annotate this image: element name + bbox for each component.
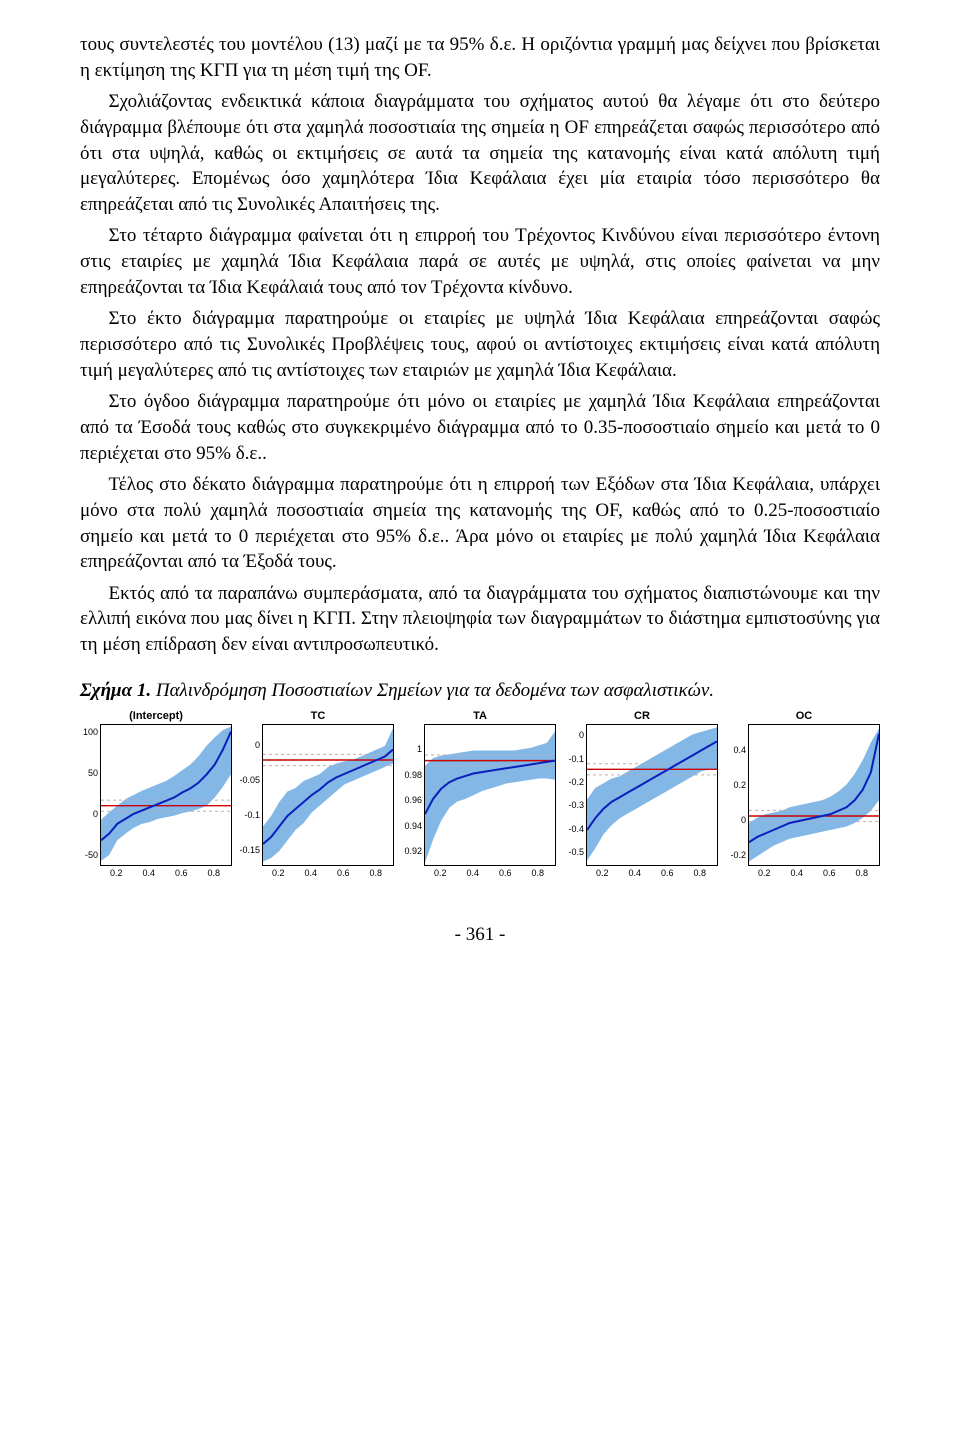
panel-title: TC	[242, 710, 394, 722]
x-tick-label: 0.6	[823, 868, 836, 878]
y-tick-label: 0.2	[733, 780, 746, 790]
panel-title: CR	[566, 710, 718, 722]
chart-panels: (Intercept)-500501000.20.40.60.8TC-0.15-…	[80, 710, 880, 882]
y-tick-label: 0	[579, 730, 584, 740]
y-tick-label: 0.96	[404, 795, 422, 805]
x-axis: 0.2 0.4 0.6 0.8	[728, 866, 880, 882]
y-tick-label: -50	[85, 850, 98, 860]
x-tick-label: 0.6	[499, 868, 512, 878]
x-tick-label: 0.8	[855, 868, 868, 878]
plot-svg	[425, 725, 555, 865]
x-tick-label: 0.6	[337, 868, 350, 878]
x-tick-label: 0.4	[142, 868, 155, 878]
y-tick-label: -0.2	[568, 777, 584, 787]
x-tick-label: 0.2	[434, 868, 447, 878]
plot-area	[748, 724, 880, 866]
y-tick-label: 0	[741, 815, 746, 825]
para-1: τους συντελεστές του μοντέλου (13) μαζί …	[80, 32, 880, 83]
chart-panel: OC -0.2 0 0.2 0.4 0.2 0.4 0.6 0.8	[728, 710, 880, 882]
x-tick-label: 0.8	[531, 868, 544, 878]
y-axis: -50 0 50 100	[80, 724, 100, 866]
y-tick-label: -0.05	[239, 775, 260, 785]
y-tick-label: 100	[83, 727, 98, 737]
para-2: Σχολιάζοντας ενδεικτικά κάποια διαγράμμα…	[80, 89, 880, 217]
x-tick-label: 0.6	[175, 868, 188, 878]
y-tick-label: -0.15	[239, 845, 260, 855]
figure-label: Σχήμα 1.	[80, 680, 151, 701]
para-4: Στο έκτο διάγραμμα παρατηρούμε οι εταιρί…	[80, 306, 880, 383]
para-5: Στο όγδοο διάγραμμα παρατηρούμε ότι μόνο…	[80, 389, 880, 466]
y-tick-label: 0.98	[404, 770, 422, 780]
y-tick-label: 0	[255, 740, 260, 750]
page-number: - 361 -	[80, 924, 880, 946]
plot-svg	[101, 725, 231, 865]
y-tick-label: -0.1	[568, 754, 584, 764]
plot-svg	[263, 725, 393, 865]
plot-area	[262, 724, 394, 866]
y-tick-label: 50	[88, 768, 98, 778]
figure-caption: Σχήμα 1. Παλινδρόμηση Ποσοστιαίων Σημείω…	[80, 680, 880, 702]
y-axis: -0.2 0 0.2 0.4	[728, 724, 748, 866]
chart-panel: TC -0.15 -0.1 -0.05 0 0.2 0.4 0.6 0.8	[242, 710, 394, 882]
figure-caption-text: Παλινδρόμηση Ποσοστιαίων Σημείων για τα …	[151, 680, 714, 701]
y-tick-label: -0.3	[568, 800, 584, 810]
x-tick-label: 0.4	[466, 868, 479, 878]
y-tick-label: -0.2	[730, 850, 746, 860]
x-tick-label: 0.4	[304, 868, 317, 878]
x-axis: 0.2 0.4 0.6 0.8	[242, 866, 394, 882]
y-tick-label: 0.4	[733, 745, 746, 755]
para-7: Εκτός από τα παραπάνω συμπεράσματα, από …	[80, 581, 880, 658]
y-tick-label: 0.92	[404, 846, 422, 856]
x-axis: 0.2 0.4 0.6 0.8	[80, 866, 232, 882]
panel-title: (Intercept)	[80, 710, 232, 722]
y-axis: -0.5 -0.4 -0.3 -0.2 -0.1 0	[566, 724, 586, 866]
x-tick-label: 0.2	[758, 868, 771, 878]
para-3: Στο τέταρτο διάγραμμα φαίνεται ότι η επι…	[80, 223, 880, 300]
panel-title: OC	[728, 710, 880, 722]
x-tick-label: 0.2	[596, 868, 609, 878]
x-tick-label: 0.8	[369, 868, 382, 878]
y-axis: 0.92 0.94 0.96 0.98 1	[404, 724, 424, 866]
chart-panel: TA 0.92 0.94 0.96 0.98 1 0.2 0.4 0.6 0.8	[404, 710, 556, 882]
plot-area	[100, 724, 232, 866]
y-tick-label: -0.5	[568, 847, 584, 857]
x-tick-label: 0.4	[790, 868, 803, 878]
x-tick-label: 0.2	[110, 868, 123, 878]
plot-area	[586, 724, 718, 866]
y-tick-label: 0	[93, 809, 98, 819]
para-6: Τέλος στο δέκατο διάγραμμα παρατηρούμε ό…	[80, 472, 880, 575]
x-axis: 0.2 0.4 0.6 0.8	[566, 866, 718, 882]
plot-area	[424, 724, 556, 866]
y-tick-label: -0.1	[244, 810, 260, 820]
x-tick-label: 0.4	[628, 868, 641, 878]
page: τους συντελεστές του μοντέλου (13) μαζί …	[0, 0, 960, 994]
x-tick-label: 0.8	[207, 868, 220, 878]
chart-panel: (Intercept) -50 0 50 100 0.2 0.4 0.6 0.8	[80, 710, 232, 882]
x-axis: 0.2 0.4 0.6 0.8	[404, 866, 556, 882]
panel-title: TA	[404, 710, 556, 722]
plot-svg	[587, 725, 717, 865]
y-tick-label: 0.94	[404, 821, 422, 831]
x-tick-label: 0.8	[693, 868, 706, 878]
x-tick-label: 0.6	[661, 868, 674, 878]
y-axis: -0.15 -0.1 -0.05 0	[242, 724, 262, 866]
plot-svg	[749, 725, 879, 865]
x-tick-label: 0.2	[272, 868, 285, 878]
y-tick-label: -0.4	[568, 824, 584, 834]
chart-panel: CR -0.5 -0.4 -0.3 -0.2 -0.1 0 0.2 0.4 0.6 0.8	[566, 710, 718, 882]
y-tick-label: 1	[417, 744, 422, 754]
